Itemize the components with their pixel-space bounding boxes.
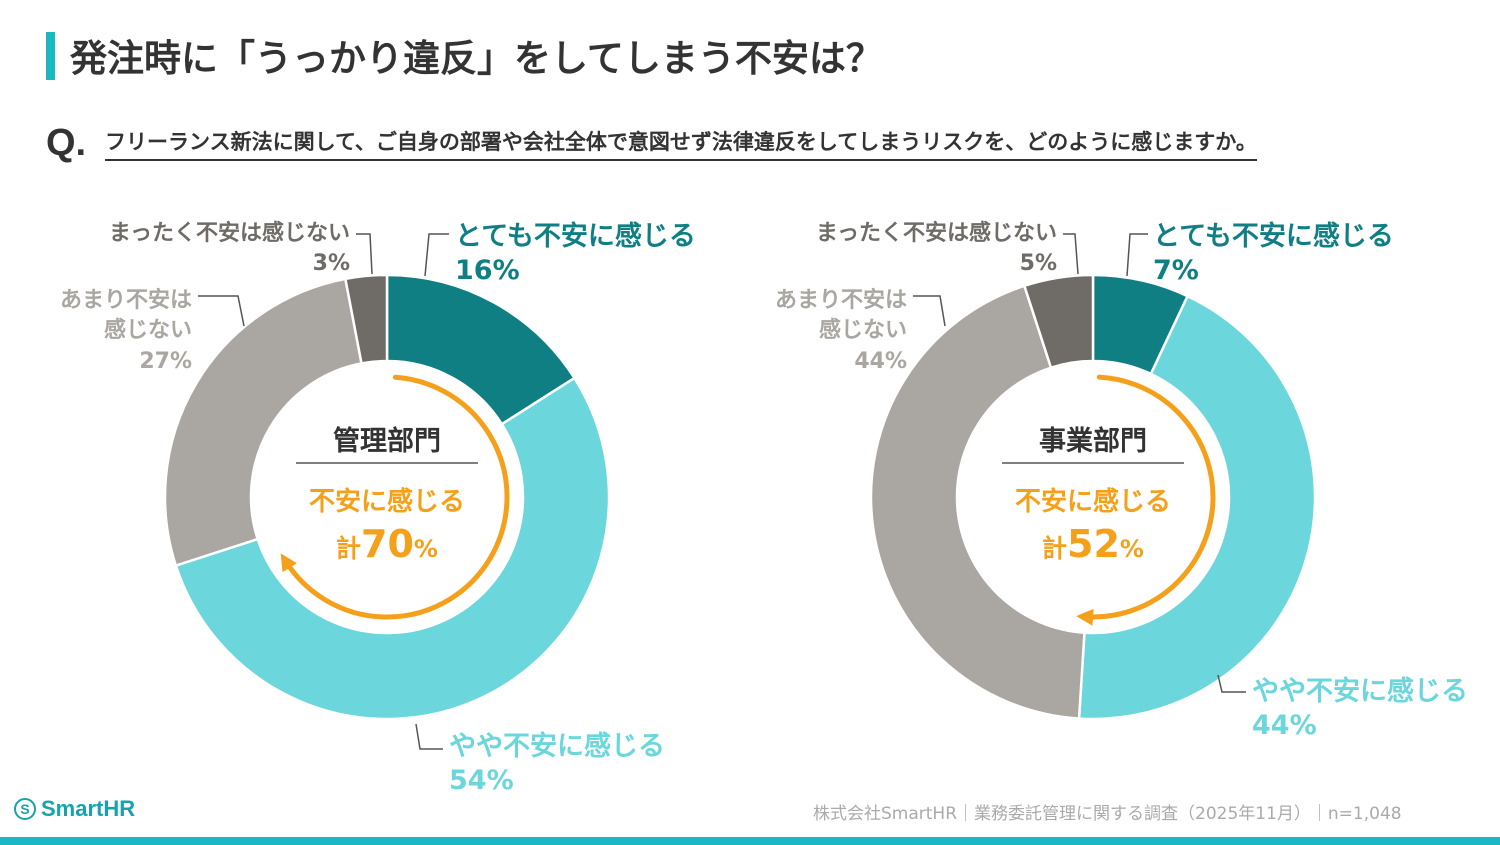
leader-line-somewhat-anxious — [415, 723, 443, 750]
total-label: 不安に感じる — [309, 487, 465, 517]
leader-line-somewhat-anxious — [1217, 674, 1246, 693]
label-name-not-very-anxious: 感じない — [819, 317, 907, 343]
chart-business: 事業部門不安に感じる計52%とても不安に感じる7%やや不安に感じる44%あまり不… — [775, 220, 1468, 741]
segment-not-at-all-anxious — [1022, 273, 1095, 370]
label-name-somewhat-anxious: やや不安に感じる — [449, 730, 665, 762]
leader-line-very-anxious — [1126, 233, 1148, 277]
label-value-not-at-all-anxious: 5% — [1020, 251, 1057, 276]
label-value-very-anxious: 16% — [455, 255, 520, 286]
footer-logo: S SmartHR — [14, 796, 135, 822]
label-name-not-very-anxious: 感じない — [104, 317, 192, 343]
leader-line-very-anxious — [424, 233, 449, 277]
center-title: 管理部門 — [333, 425, 441, 457]
leader-line-not-very-anxious — [913, 295, 946, 327]
label-value-not-at-all-anxious: 3% — [313, 251, 350, 276]
leader-line-not-at-all-anxious — [1063, 233, 1079, 275]
label-value-not-very-anxious: 27% — [139, 349, 192, 374]
question-text: フリーランス新法に関して、ご自身の部署や会社全体で意図せず法律違反をしてしまうリ… — [105, 126, 1257, 161]
source-note: 株式会社SmartHR｜業務委託管理に関する調査（2025年11月）｜n=1,0… — [813, 804, 1402, 824]
label-name-not-very-anxious: あまり不安は — [60, 287, 192, 313]
page-title: 発注時に「うっかり違反」をしてしまう不安は？ — [70, 37, 883, 80]
leader-line-not-very-anxious — [198, 295, 245, 327]
label-value-somewhat-anxious: 54% — [449, 765, 514, 796]
segment-somewhat-anxious — [1077, 294, 1317, 721]
label-name-not-very-anxious: あまり不安は — [775, 287, 907, 313]
segment-not-very-anxious — [869, 284, 1086, 720]
total-value: 計70% — [336, 522, 438, 566]
total-value: 計52% — [1042, 522, 1144, 566]
label-name-somewhat-anxious: やや不安に感じる — [1252, 675, 1468, 707]
label-name-very-anxious: とても不安に感じる — [455, 220, 696, 252]
label-name-very-anxious: とても不安に感じる — [1153, 220, 1394, 252]
question-mark: Q. — [46, 122, 87, 164]
smarthr-logo-text: SmartHR — [41, 796, 136, 821]
bottom-accent-bar — [0, 837, 1500, 845]
total-anxious-arc — [280, 374, 510, 620]
segment-not-very-anxious — [163, 277, 363, 568]
segment-somewhat-anxious — [174, 376, 611, 721]
leader-line-not-at-all-anxious — [356, 233, 373, 275]
total-label: 不安に感じる — [1015, 487, 1171, 517]
label-name-not-at-all-anxious: まったく不安は感じない — [816, 220, 1057, 246]
title-accent-bar — [46, 32, 55, 80]
label-value-somewhat-anxious: 44% — [1252, 710, 1317, 741]
label-value-very-anxious: 7% — [1153, 255, 1199, 286]
smarthr-logo-icon: S — [14, 798, 36, 820]
segment-not-at-all-anxious — [343, 273, 389, 365]
center-title: 事業部門 — [1039, 425, 1147, 457]
total-anxious-arc — [1076, 374, 1216, 626]
label-value-not-very-anxious: 44% — [854, 349, 907, 374]
label-name-not-at-all-anxious: まったく不安は感じない — [109, 220, 350, 246]
